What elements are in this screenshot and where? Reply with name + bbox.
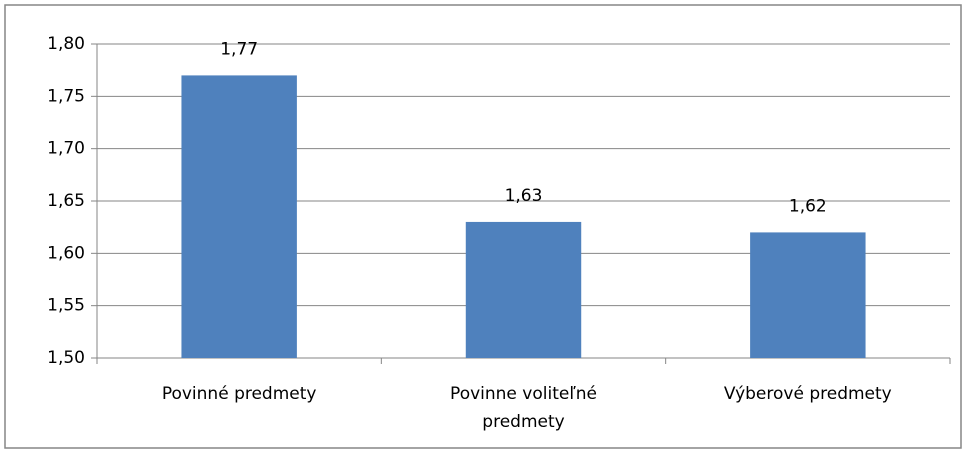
bar	[181, 75, 297, 359]
x-tick-label: Povinné predmety	[161, 384, 317, 404]
y-tick-label: 1,70	[47, 139, 85, 159]
data-label: 1,77	[220, 39, 258, 59]
data-label: 1,62	[789, 196, 827, 216]
x-tick-label: Výberové predmety	[723, 384, 892, 404]
y-tick-label: 1,75	[47, 86, 85, 106]
y-tick-label: 1,50	[47, 348, 85, 368]
data-label: 1,63	[505, 186, 543, 206]
bar	[465, 221, 582, 358]
x-tick-label: Povinne voliteľné predmety	[450, 384, 597, 432]
y-tick-label: 1,60	[47, 243, 85, 263]
bar	[750, 232, 866, 358]
y-tick-label: 1,55	[47, 296, 85, 316]
y-tick-label: 1,65	[47, 191, 85, 211]
y-tick-label: 1,80	[47, 34, 85, 54]
